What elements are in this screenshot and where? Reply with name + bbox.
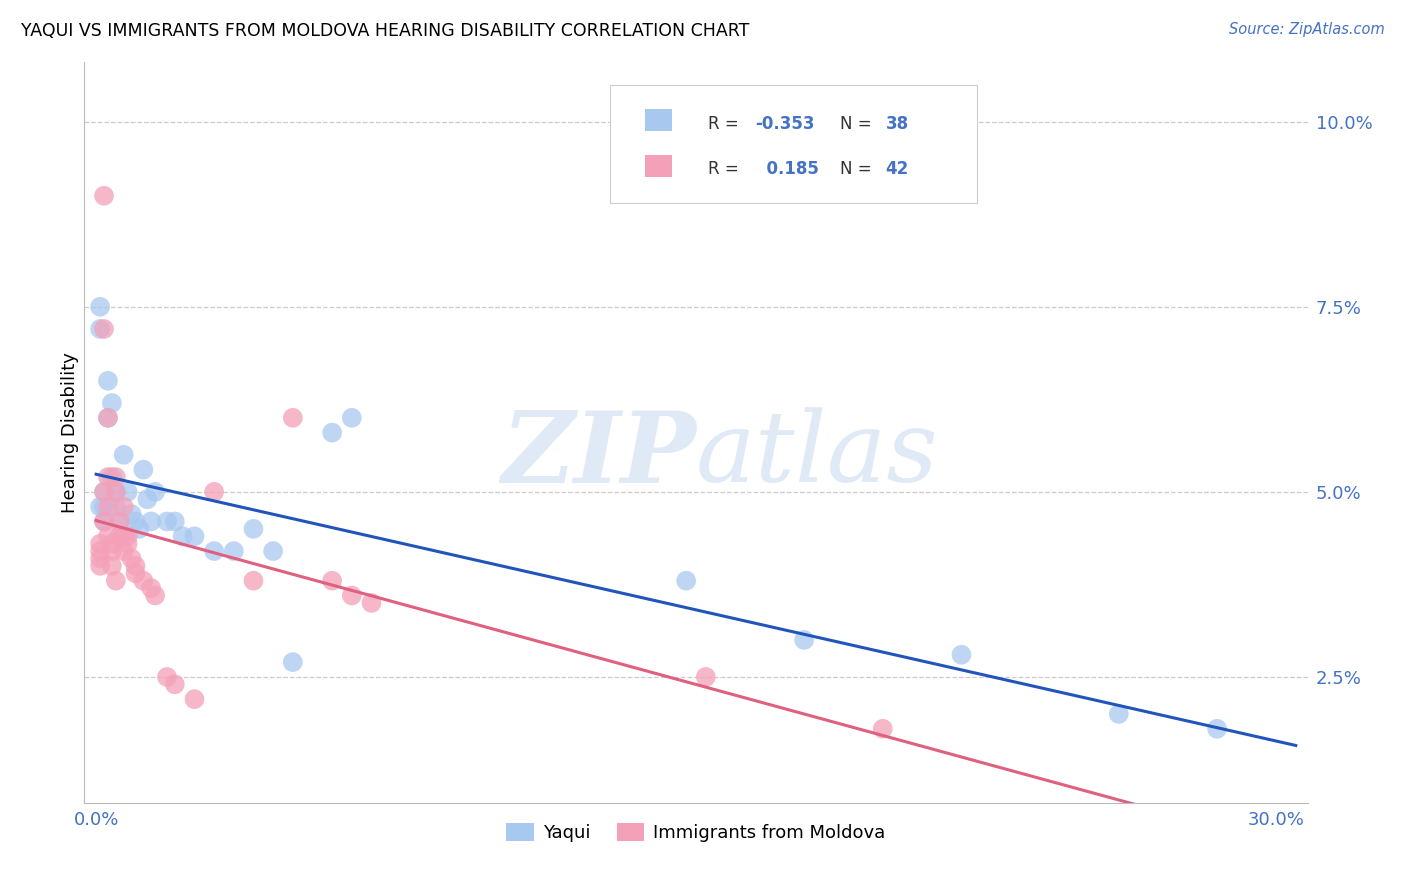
Point [89,551,111,566]
Text: atlas: atlas [696,407,939,502]
Point [108,529,131,543]
Point [97,470,120,484]
Point [695,670,717,684]
Point [97,500,120,514]
Point [108,515,131,529]
Point [132,574,155,588]
Point [183,692,205,706]
Point [97,529,120,543]
Point [89,300,111,314]
Point [950,648,973,662]
Point [222,544,245,558]
Text: R =: R = [709,115,744,133]
Point [97,374,120,388]
Point [89,537,111,551]
Point [202,544,225,558]
Point [262,544,284,558]
Point [163,677,186,691]
Point [1108,706,1130,721]
Point [124,558,146,573]
Point [340,589,363,603]
Text: YAQUI VS IMMIGRANTS FROM MOLDOVA HEARING DISABILITY CORRELATION CHART: YAQUI VS IMMIGRANTS FROM MOLDOVA HEARING… [21,22,749,40]
Point [108,515,131,529]
Point [163,515,186,529]
Point [101,396,124,410]
Point [360,596,382,610]
Text: R =: R = [709,161,744,178]
Point [93,484,115,499]
Point [117,529,139,543]
Point [89,544,111,558]
Point [93,484,115,499]
Point [89,322,111,336]
Point [281,655,304,669]
Text: 0.185: 0.185 [755,161,818,178]
Point [112,500,135,514]
Point [101,544,124,558]
Point [97,410,120,425]
Point [321,425,343,440]
Point [117,537,139,551]
Point [793,632,815,647]
Point [93,515,115,529]
Point [141,581,163,595]
Point [143,589,166,603]
Point [93,515,115,529]
Text: N =: N = [841,115,877,133]
Text: -0.353: -0.353 [755,115,814,133]
Point [172,529,194,543]
Point [156,515,179,529]
Text: Source: ZipAtlas.com: Source: ZipAtlas.com [1229,22,1385,37]
Point [104,470,127,484]
Point [124,515,146,529]
Point [124,566,146,581]
Point [281,410,304,425]
Point [101,558,124,573]
Point [112,544,135,558]
Point [143,484,166,499]
Point [112,448,135,462]
Point [121,551,143,566]
Point [872,722,894,736]
Legend: Yaqui, Immigrants from Moldova: Yaqui, Immigrants from Moldova [499,815,893,849]
Point [183,529,205,543]
Point [136,492,159,507]
Point [104,484,127,499]
Text: 38: 38 [886,115,908,133]
Point [101,537,124,551]
Point [128,522,150,536]
Point [89,500,111,514]
Y-axis label: Hearing Disability: Hearing Disability [62,352,80,513]
Point [121,507,143,521]
Point [242,574,264,588]
Point [89,558,111,573]
Point [132,462,155,476]
Point [1206,722,1229,736]
Point [340,410,363,425]
Point [93,188,115,202]
Point [104,574,127,588]
Text: 42: 42 [886,161,908,178]
Point [112,529,135,543]
Point [97,410,120,425]
FancyBboxPatch shape [644,109,672,131]
FancyBboxPatch shape [610,85,977,203]
Text: ZIP: ZIP [501,407,696,503]
Point [156,670,179,684]
FancyBboxPatch shape [644,155,672,177]
Text: N =: N = [841,161,877,178]
Point [321,574,343,588]
Point [93,500,115,514]
Point [104,484,127,499]
Point [117,484,139,499]
Point [675,574,697,588]
Point [93,322,115,336]
Point [242,522,264,536]
Point [104,500,127,514]
Point [141,515,163,529]
Point [101,470,124,484]
Point [202,484,225,499]
